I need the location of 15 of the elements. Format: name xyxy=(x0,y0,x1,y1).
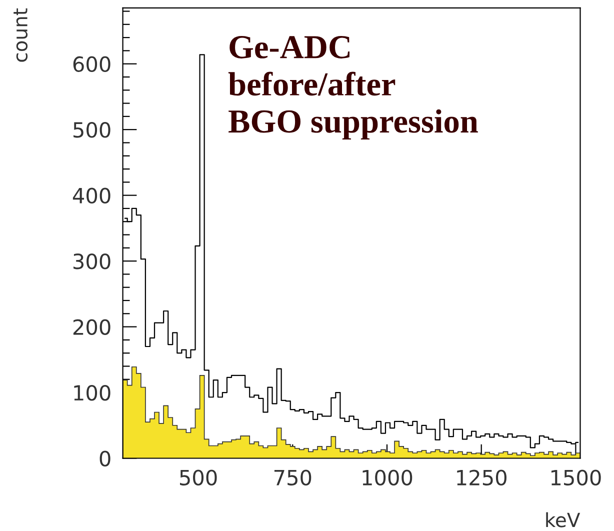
x-tick-label: 1250 xyxy=(457,470,506,486)
x-axis-title: keV xyxy=(546,512,580,528)
x-tick-label: 750 xyxy=(274,470,312,486)
y-axis-title: count xyxy=(14,8,28,62)
y-tick-label: 200 xyxy=(73,319,110,335)
y-tick-label: 0 xyxy=(100,450,110,466)
y-tick-label: 600 xyxy=(73,56,110,72)
x-tick-label: 500 xyxy=(180,470,217,486)
x-tick-label: 1000 xyxy=(362,470,412,486)
annotation: Ge-ADC before/after BGO suppression xyxy=(228,36,478,140)
y-tick-label: 400 xyxy=(72,188,110,204)
x-tick-label: 1500 xyxy=(551,470,601,486)
y-tick-label: 300 xyxy=(74,254,110,270)
y-tick-label: 100 xyxy=(74,384,110,401)
y-tick-label: 500 xyxy=(74,122,110,138)
